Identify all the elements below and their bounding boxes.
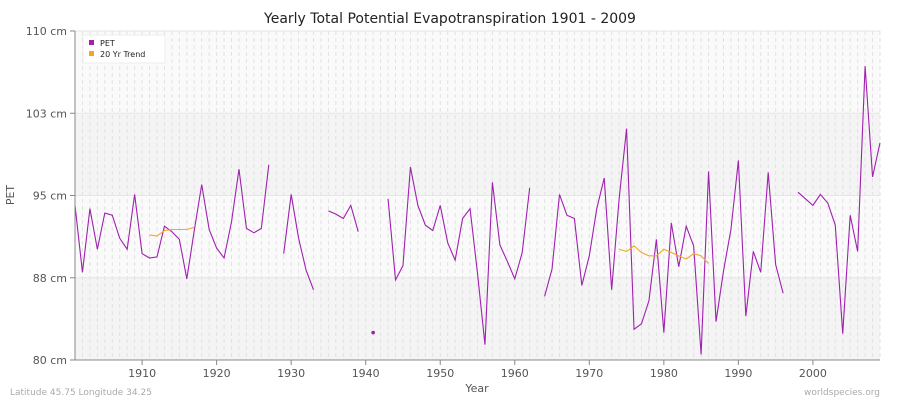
x-tick-label: 1930: [277, 367, 305, 380]
legend-label-pet: PET: [100, 39, 115, 48]
x-tick-label: 2000: [799, 367, 827, 380]
x-tick-label: 1920: [203, 367, 231, 380]
y-axis-label: PET: [4, 185, 17, 206]
legend: PET 20 Yr Trend: [82, 34, 166, 64]
pet-series-line: [544, 128, 784, 355]
x-axis-label: Year: [464, 382, 489, 395]
x-tick-label: 1980: [650, 367, 678, 380]
y-tick-label: 110 cm: [26, 25, 67, 38]
y-tick-label: 88 cm: [33, 272, 67, 285]
pet-series-point: [371, 330, 375, 335]
trend-series-line: [149, 226, 195, 237]
pet-series-line: [74, 164, 270, 279]
pet-series-line: [797, 66, 881, 334]
y-tick-label: 80 cm: [33, 354, 67, 367]
pet-series-line: [283, 194, 315, 291]
pet-series-line: [328, 203, 359, 232]
x-tick-label: 1960: [501, 367, 529, 380]
legend-label-trend: 20 Yr Trend: [100, 50, 145, 59]
x-tick-label: 1970: [575, 367, 603, 380]
plot-band: [75, 31, 880, 114]
y-tick-label: 95 cm: [33, 190, 67, 203]
legend-swatch-pet: [89, 40, 94, 45]
x-tick-label: 1950: [426, 367, 454, 380]
x-tick-label: 1940: [352, 367, 380, 380]
pet-series-line: [387, 166, 531, 345]
trend-series-line: [618, 245, 709, 264]
x-tick-label: 1910: [128, 367, 156, 380]
x-tick-label: 1990: [724, 367, 752, 380]
y-tick-label: 103 cm: [26, 107, 67, 120]
location-text: Latitude 45.75 Longitude 34.25: [10, 388, 152, 398]
chart-title: Yearly Total Potential Evapotranspiratio…: [263, 11, 636, 27]
source-text: worldspecies.org: [804, 388, 880, 398]
legend-swatch-trend: [89, 51, 94, 56]
